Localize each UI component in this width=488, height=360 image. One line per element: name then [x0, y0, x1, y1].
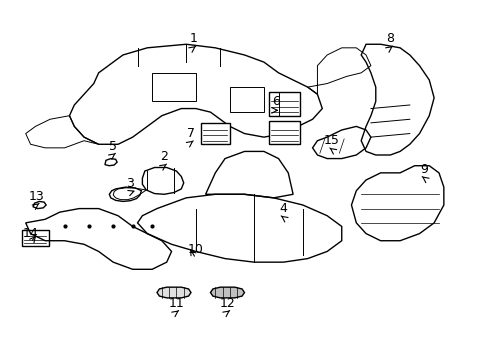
Bar: [22, 230, 48, 246]
Text: 5: 5: [109, 140, 117, 153]
Text: 2: 2: [160, 150, 168, 163]
Text: 10: 10: [187, 243, 203, 256]
Bar: [201, 123, 229, 144]
Text: 4: 4: [279, 202, 287, 215]
Bar: [268, 93, 300, 116]
Text: 14: 14: [22, 227, 39, 240]
Text: 3: 3: [126, 177, 134, 190]
Text: 11: 11: [168, 297, 184, 310]
Bar: [152, 73, 196, 102]
Text: 8: 8: [386, 32, 393, 45]
Text: 15: 15: [324, 134, 339, 147]
Polygon shape: [157, 287, 191, 298]
Text: 6: 6: [272, 95, 280, 108]
Text: 1: 1: [189, 32, 197, 45]
Bar: [268, 121, 300, 144]
Polygon shape: [210, 287, 244, 298]
Text: 7: 7: [186, 127, 195, 140]
Text: 13: 13: [29, 190, 45, 203]
Text: 9: 9: [420, 163, 427, 176]
Text: 12: 12: [219, 297, 235, 310]
Bar: [229, 87, 264, 112]
